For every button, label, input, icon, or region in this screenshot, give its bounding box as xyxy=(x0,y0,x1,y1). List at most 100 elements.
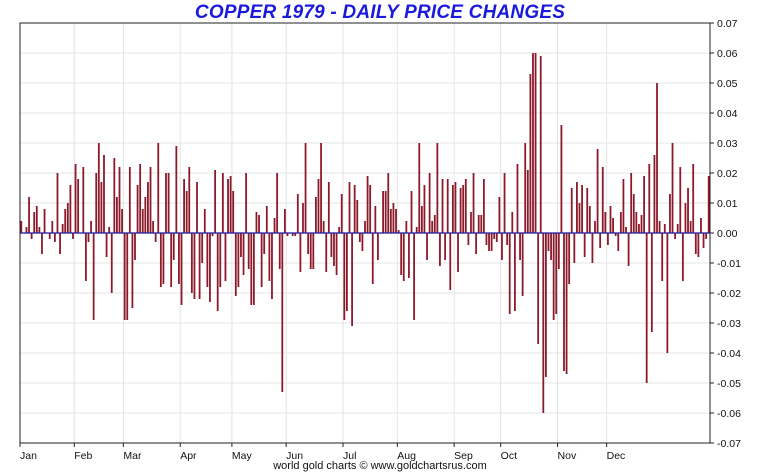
price-change-bar xyxy=(428,173,431,233)
price-change-bar xyxy=(462,185,465,233)
price-change-bar xyxy=(415,227,418,233)
price-change-bar xyxy=(459,188,462,233)
price-change-bar xyxy=(519,233,521,260)
price-change-bar xyxy=(521,233,524,296)
price-change-bar xyxy=(322,221,325,233)
price-change-bar xyxy=(482,179,485,233)
price-change-bar xyxy=(568,233,571,284)
x-tick-label: Sep xyxy=(454,450,473,462)
price-change-bar xyxy=(358,233,361,242)
price-change-bar xyxy=(35,206,38,233)
price-change-bar xyxy=(224,233,227,281)
price-change-bar xyxy=(656,83,658,233)
price-change-bar xyxy=(82,167,85,233)
price-change-bar xyxy=(307,233,310,254)
price-change-bar xyxy=(537,233,540,344)
price-change-bar xyxy=(340,194,343,233)
price-change-bar xyxy=(671,143,674,233)
price-change-bar xyxy=(389,209,392,233)
price-change-bar xyxy=(64,209,67,233)
price-change-bar xyxy=(196,182,198,233)
price-change-bar xyxy=(175,146,178,233)
price-change-bar xyxy=(97,143,100,233)
price-change-bar xyxy=(250,233,253,305)
price-change-bar xyxy=(420,206,423,233)
price-change-bar xyxy=(687,188,689,233)
x-tick-label: Dec xyxy=(607,450,626,462)
price-change-bar xyxy=(679,167,682,233)
y-tick-label: -0.06 xyxy=(717,408,741,420)
price-change-bar xyxy=(563,233,565,371)
price-change-bar xyxy=(128,167,131,233)
price-change-bar xyxy=(278,233,281,269)
price-change-bar xyxy=(227,179,229,233)
price-change-bar xyxy=(165,173,167,233)
price-change-bar xyxy=(283,209,286,233)
price-change-bar xyxy=(692,164,695,233)
price-change-bar xyxy=(594,221,596,233)
price-change-bar xyxy=(501,233,503,260)
price-change-bar xyxy=(188,167,191,233)
price-change-bar xyxy=(511,212,514,233)
price-change-bar xyxy=(653,155,656,233)
price-change-bar xyxy=(59,233,61,254)
price-change-bar xyxy=(203,209,206,233)
price-change-bar xyxy=(268,233,271,281)
price-change-bar xyxy=(397,230,400,233)
price-change-bar xyxy=(263,233,266,254)
price-change-bar xyxy=(103,155,105,233)
price-change-bar xyxy=(20,221,23,233)
price-change-bar xyxy=(92,233,95,320)
y-tick-label: -0.04 xyxy=(717,348,741,360)
price-change-bar xyxy=(317,179,320,233)
price-change-bar xyxy=(444,233,447,260)
price-change-bar xyxy=(229,176,232,233)
price-change-bar xyxy=(583,233,586,257)
chart-title: COPPER 1979 - DAILY PRICE CHANGES xyxy=(194,2,566,23)
price-change-bar xyxy=(578,203,581,233)
price-change-bar xyxy=(371,233,374,284)
price-change-bar xyxy=(413,233,416,320)
price-change-bar xyxy=(472,173,475,233)
y-tick-label: 0.02 xyxy=(717,168,738,180)
price-change-bar xyxy=(353,185,356,233)
price-change-bar xyxy=(198,233,201,299)
price-change-bar xyxy=(506,233,509,245)
price-change-bar xyxy=(144,197,147,233)
price-change-bar xyxy=(346,233,348,311)
price-change-bar xyxy=(449,233,452,290)
y-tick-label: -0.03 xyxy=(717,318,741,330)
price-change-bar xyxy=(327,182,330,233)
price-change-bar xyxy=(630,173,633,233)
price-change-bar xyxy=(681,233,684,281)
price-change-bar xyxy=(25,227,28,233)
price-change-bar xyxy=(100,182,103,233)
price-change-bar xyxy=(159,233,162,287)
price-change-bar xyxy=(72,233,74,239)
price-change-bar xyxy=(53,233,56,242)
price-change-bar xyxy=(41,233,43,254)
bar-series xyxy=(20,53,710,413)
price-change-bar xyxy=(619,212,622,233)
price-change-bar xyxy=(382,191,384,233)
price-change-bar xyxy=(495,233,498,242)
price-change-bar xyxy=(552,233,555,320)
price-change-bar xyxy=(612,218,614,233)
price-change-bar xyxy=(707,176,710,233)
price-change-bar xyxy=(271,233,273,299)
price-change-bar xyxy=(361,233,364,251)
x-tick-label: May xyxy=(232,450,253,462)
price-change-bar xyxy=(172,233,175,260)
price-change-bar xyxy=(493,233,496,239)
price-change-bar xyxy=(343,233,346,320)
price-change-bar xyxy=(28,197,30,233)
price-change-bar xyxy=(377,233,379,260)
price-change-bar xyxy=(56,173,59,233)
price-change-bar xyxy=(666,233,669,353)
price-change-bar xyxy=(454,182,457,233)
price-change-bar xyxy=(436,143,439,233)
price-change-bar xyxy=(609,206,612,233)
price-change-bar xyxy=(441,179,444,233)
price-change-bar xyxy=(356,200,359,233)
